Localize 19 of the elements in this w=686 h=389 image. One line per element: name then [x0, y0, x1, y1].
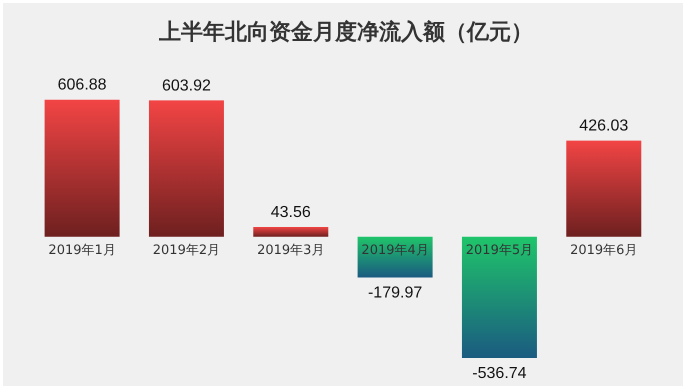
- data-label: -536.74: [472, 365, 527, 382]
- bar: [462, 236, 537, 358]
- bar: [566, 140, 642, 237]
- x-tick-label: 2019年5月: [466, 242, 534, 258]
- data-label: 43.56: [270, 204, 311, 221]
- x-tick-label: 2019年2月: [152, 242, 220, 258]
- x-tick-label: 2019年3月: [257, 242, 324, 258]
- data-label: 606.88: [58, 76, 107, 94]
- data-label: 603.92: [162, 77, 212, 94]
- chart-title: 上半年北向资金月度净流入额（亿元）: [158, 18, 534, 47]
- bar: [148, 100, 224, 237]
- x-tick-label: 2019年6月: [570, 242, 638, 258]
- bar: [253, 226, 328, 237]
- x-tick-label: 2019年1月: [48, 242, 116, 258]
- data-label: 426.03: [579, 118, 628, 135]
- x-tick-label: 2019年4月: [361, 242, 429, 258]
- data-label: -179.97: [368, 284, 422, 302]
- bar: [44, 100, 120, 237]
- bar: [358, 236, 433, 278]
